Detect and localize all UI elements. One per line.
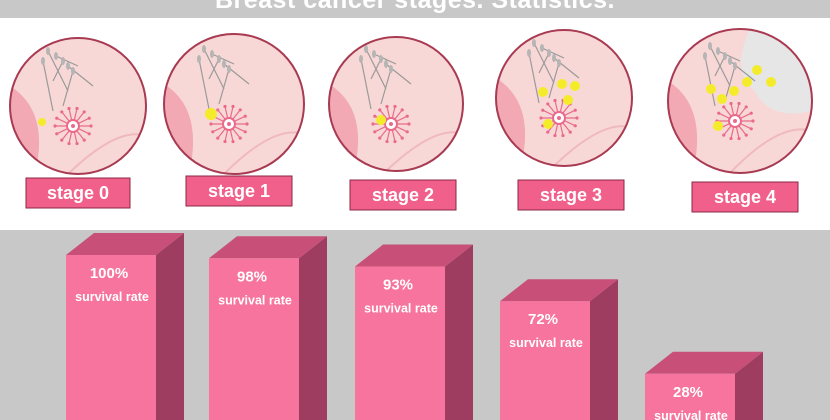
bar-4: 28% survival rate: [645, 351, 763, 420]
circle-outline: [9, 37, 147, 175]
lymph-tree: [41, 47, 94, 112]
stage-label: stage 1: [208, 181, 270, 201]
circle-outline: [495, 29, 633, 167]
bar-top-face: [500, 279, 618, 302]
tumor-dot-icon: [713, 121, 723, 131]
tumor-dot-icon: [752, 65, 762, 75]
stage-2-illustration: stage 2: [328, 36, 464, 211]
lymph-tree: [197, 45, 250, 110]
title-bar: Breast cancer stages. Statistics.: [0, 0, 830, 18]
milk-duct-structure: [715, 101, 755, 141]
tumor-dot-icon: [706, 84, 716, 94]
milk-duct-structure: [53, 106, 93, 146]
bar-side-face: [156, 233, 184, 420]
bar-sub-label: survival rate: [509, 336, 583, 350]
stage-label: stage 4: [714, 187, 776, 207]
tissue-detail: [668, 29, 812, 173]
bar-side-face: [299, 236, 327, 420]
chart-title: Breast cancer stages. Statistics.: [214, 0, 616, 14]
tumor-dot-icon: [538, 87, 548, 97]
bar-2: 93% survival rate: [355, 244, 473, 420]
bar-top-face: [209, 236, 327, 259]
bar-front-face: [209, 258, 299, 420]
stage-label-box: [185, 175, 293, 207]
bar-sub-label: survival rate: [364, 302, 438, 316]
bar-front-face: [500, 301, 590, 420]
bar-side-face: [445, 244, 473, 420]
stage-4-illustration: stage 4: [667, 28, 813, 213]
stage-label-box: [349, 179, 457, 211]
stage-0-illustration: stage 0: [9, 37, 147, 209]
bar-0: 100% survival rate: [66, 233, 184, 420]
stage-label: stage 2: [372, 185, 434, 205]
bar-top-face: [355, 244, 473, 267]
bar-sub-label: survival rate: [75, 290, 149, 304]
breast-tissue-cross-section-icon: [329, 37, 463, 171]
stage-label-box: [25, 177, 131, 209]
tumor-dot-icon: [557, 79, 567, 89]
tumor-dot-icon: [563, 95, 573, 105]
bar-value-label: 93%: [383, 277, 413, 294]
bar-sub-label: survival rate: [218, 293, 292, 307]
circle-outline: [667, 28, 813, 174]
bar-sub-label: survival rate: [654, 409, 728, 420]
tumor-dot-icon: [376, 115, 386, 125]
bar-front-face: [355, 266, 445, 420]
skin-contour: [729, 128, 812, 173]
lymph-tree: [359, 45, 412, 110]
stage-label: stage 0: [47, 183, 109, 203]
bar-front-face: [645, 373, 735, 420]
tumor-dot-icon: [543, 119, 553, 129]
bar-1: 98% survival rate: [209, 236, 327, 420]
stage-label: stage 3: [540, 185, 602, 205]
bar-side-face: [590, 279, 618, 420]
tumor-dot-icon: [205, 108, 217, 120]
circle-outline: [328, 36, 464, 172]
bar-front-face: [66, 255, 156, 420]
stage-1-illustration: stage 1: [163, 33, 305, 207]
tumor-dot-icon: [766, 77, 776, 87]
milk-duct-structure: [371, 104, 411, 144]
bar-value-label: 28%: [673, 384, 703, 401]
stage-label-box: [517, 179, 625, 211]
bar-value-label: 72%: [528, 311, 558, 328]
bar-side-face: [735, 351, 763, 420]
bar-value-label: 100%: [90, 265, 128, 282]
lymph-tree: [703, 42, 756, 107]
tumor-dot-icon: [729, 86, 739, 96]
tumor-dot-icon: [570, 81, 580, 91]
bar-3: 72% survival rate: [500, 279, 618, 420]
tumor-dot-icon: [717, 94, 727, 104]
tumor-dot-icon: [742, 77, 752, 87]
tumor-dot-icon: [38, 118, 46, 126]
stage-label-box: [691, 181, 799, 213]
stage-illustrations: stage 0 stage 1 stage 2 stage 3 stage 4: [9, 28, 813, 213]
stage-3-illustration: stage 3: [495, 29, 633, 211]
circle-outline: [163, 33, 305, 175]
milk-duct-structure: [209, 104, 249, 144]
bar-value-label: 98%: [237, 268, 267, 285]
lymph-tree: [527, 39, 580, 104]
survival-bars: 100% survival rate 98% survival rate 93% surv…: [66, 233, 763, 420]
bar-top-face: [645, 351, 763, 374]
bar-top-face: [66, 233, 184, 255]
